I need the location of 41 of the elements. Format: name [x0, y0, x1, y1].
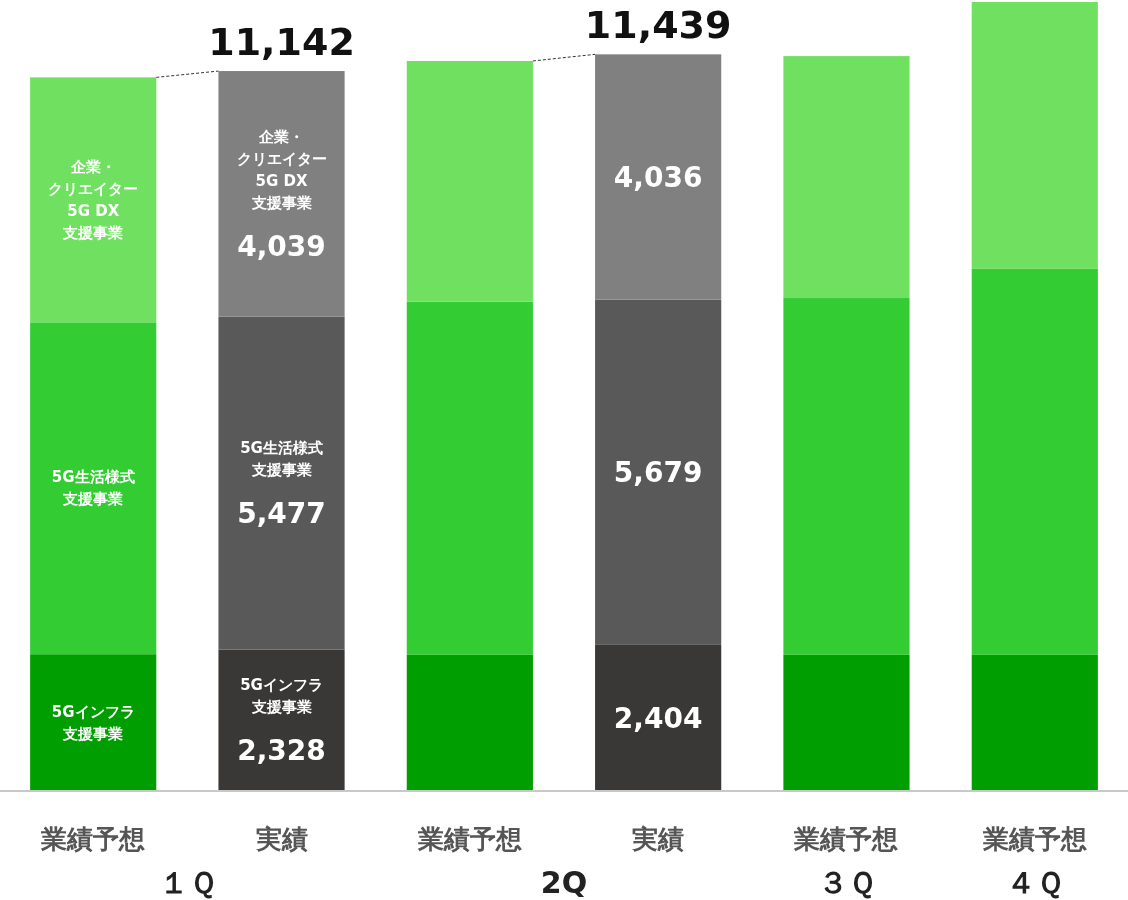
x-tick-label: 業績予想	[40, 824, 146, 854]
bar	[783, 654, 910, 791]
text: 5Gインフラ支援事業	[240, 676, 323, 717]
bar	[406, 654, 533, 791]
bar	[595, 299, 722, 645]
x-tick-label: 業績予想	[793, 824, 899, 854]
bar	[595, 644, 722, 791]
annotation: 11,142	[208, 20, 355, 65]
data-label: 5,477	[237, 497, 326, 531]
x-tick-label: 実績	[254, 824, 308, 854]
series-label: 5G生活様式支援事業	[51, 468, 135, 509]
text: ４Ｑ	[1006, 865, 1064, 900]
annotation: 11,439	[584, 3, 732, 48]
bar	[406, 60, 533, 302]
x-tick-label: 業績予想	[981, 824, 1087, 854]
text: ３Ｑ	[817, 865, 875, 900]
bar	[30, 654, 157, 791]
series-label: 5Gインフラ支援事業	[51, 702, 135, 743]
bar	[971, 268, 1098, 655]
data-label: 4,039	[237, 229, 326, 263]
bar	[595, 54, 722, 300]
bar	[783, 298, 910, 655]
bar	[783, 56, 910, 299]
series-label: 企業・クリエイター5G DX支援事業	[48, 157, 139, 242]
bar	[218, 316, 345, 650]
bar	[971, 2, 1098, 269]
bar	[30, 77, 157, 323]
bar	[406, 301, 533, 655]
bar	[971, 654, 1098, 791]
text: 企業・クリエイター5G DX支援事業	[236, 127, 327, 212]
x-tick-label: 実績	[631, 824, 685, 854]
bar	[218, 71, 345, 317]
x-tick-label: 業績予想	[416, 824, 522, 854]
data-label: 2,404	[613, 701, 703, 735]
data-label: 4,036	[613, 161, 703, 194]
text: １Ｑ	[158, 865, 216, 900]
data-label: 2,328	[237, 734, 326, 768]
data-label: 5,679	[613, 456, 703, 490]
bar	[30, 322, 157, 655]
text: 5G生活様式支援事業	[240, 439, 323, 480]
text: 2Q	[540, 865, 588, 900]
